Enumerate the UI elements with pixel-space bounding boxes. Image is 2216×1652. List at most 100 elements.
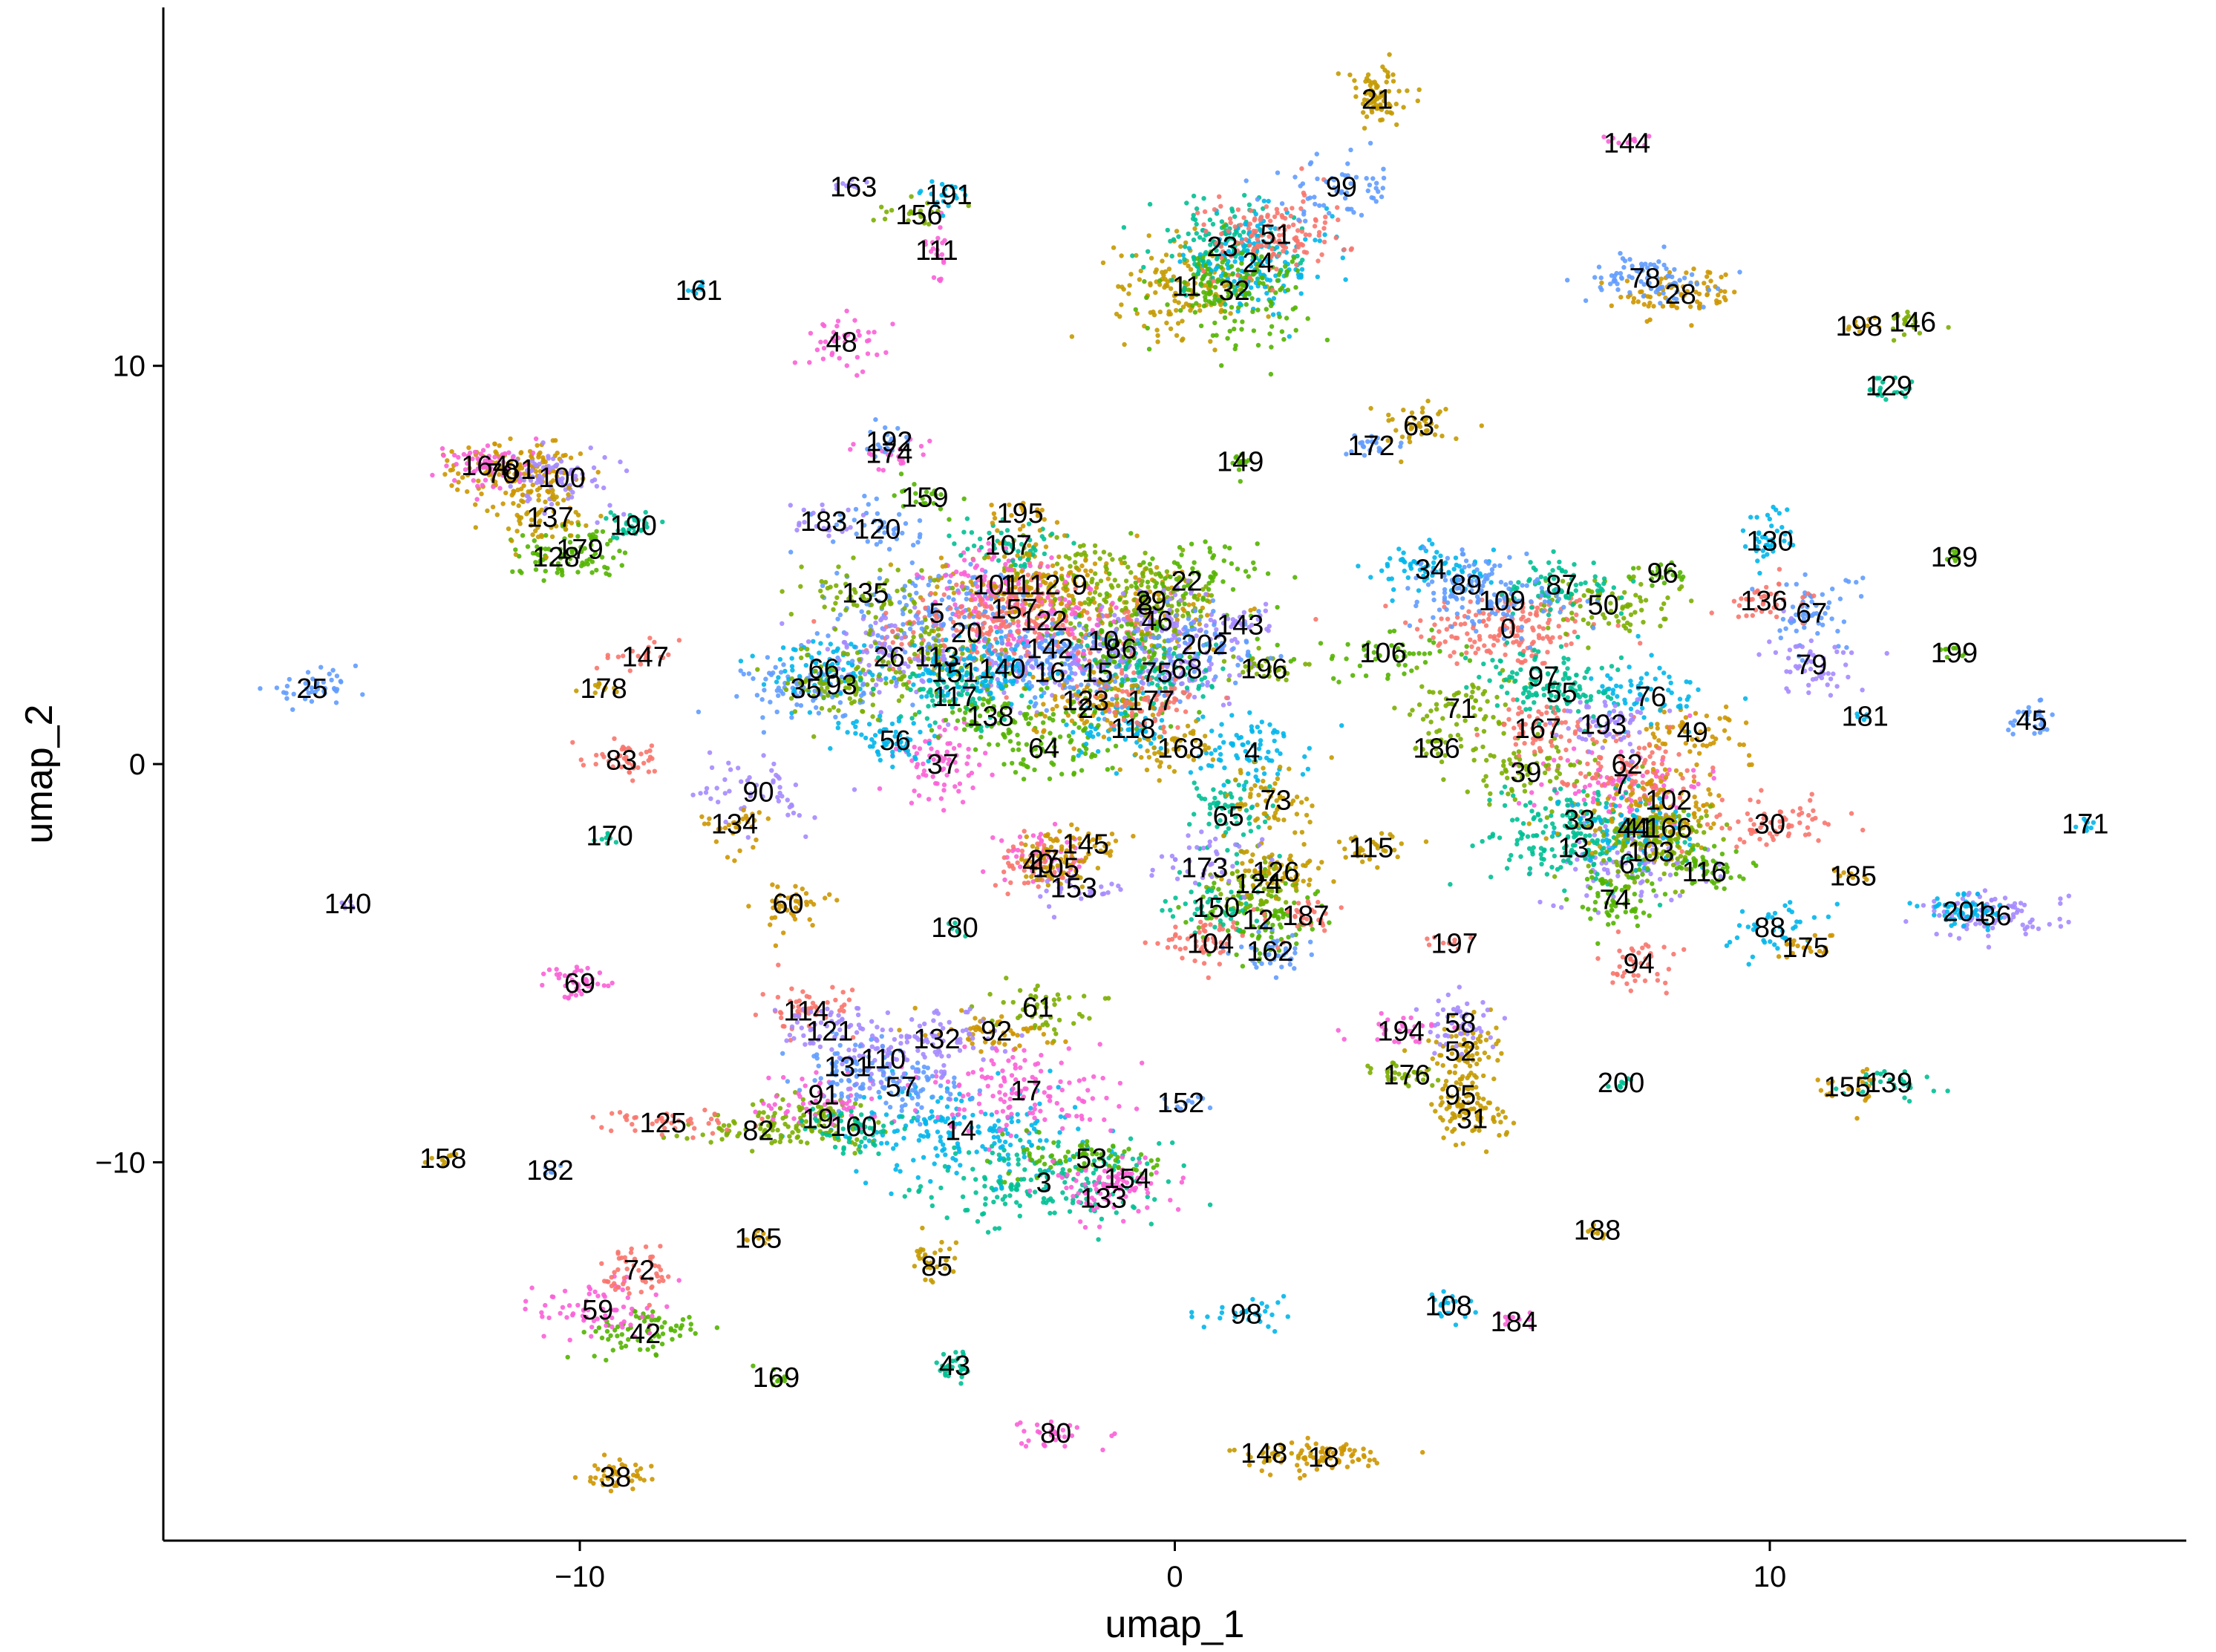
data-point [1212, 748, 1218, 753]
data-point [1737, 742, 1742, 747]
data-point [1353, 94, 1359, 99]
data-point [985, 615, 990, 620]
data-point [1573, 866, 1578, 872]
data-point [1249, 296, 1255, 301]
data-point [1520, 609, 1526, 614]
data-point [921, 761, 926, 767]
data-point [1511, 1120, 1517, 1126]
data-point [1255, 541, 1260, 546]
data-point [919, 678, 924, 683]
data-point [1052, 1210, 1057, 1215]
data-point [754, 693, 760, 698]
data-point [1279, 329, 1285, 334]
data-point [1067, 1209, 1073, 1214]
data-point [1194, 221, 1199, 227]
data-point [1618, 295, 1624, 300]
data-point [1511, 623, 1516, 628]
data-point [1084, 1196, 1089, 1202]
data-point [1464, 685, 1469, 690]
data-point [1140, 578, 1145, 584]
data-point [1352, 78, 1357, 83]
data-point [1164, 569, 1170, 574]
data-point [998, 1097, 1004, 1102]
data-point [1627, 628, 1632, 633]
data-point [1137, 562, 1143, 568]
data-point [1146, 233, 1151, 238]
data-point [921, 1155, 926, 1160]
data-point [290, 707, 295, 712]
data-point [864, 650, 870, 655]
data-point [1497, 1132, 1502, 1138]
data-point [1249, 232, 1255, 238]
data-point [864, 339, 870, 344]
data-point [1598, 817, 1603, 823]
data-point [1708, 278, 1713, 284]
data-point [1545, 650, 1550, 655]
data-point [1042, 1090, 1047, 1095]
data-point [1644, 727, 1649, 732]
data-point [794, 1126, 799, 1132]
data-point [825, 647, 831, 652]
data-point [679, 1323, 684, 1328]
data-point [1008, 1184, 1013, 1190]
data-point [1300, 258, 1305, 263]
data-point [1587, 783, 1592, 788]
data-point [1903, 918, 1909, 924]
data-point [1041, 1200, 1046, 1205]
data-point [945, 1079, 951, 1085]
data-point [601, 1452, 607, 1457]
data-point [1058, 1114, 1064, 1120]
data-point [1542, 770, 1548, 776]
data-point [1275, 278, 1281, 283]
data-point [1000, 1068, 1005, 1074]
data-point [1937, 912, 1942, 918]
data-point [983, 609, 988, 614]
data-point [1491, 1076, 1497, 1082]
data-point [1150, 556, 1155, 561]
data-point [1200, 268, 1206, 274]
data-point [1033, 701, 1039, 706]
data-point [961, 1107, 967, 1112]
data-point [1647, 317, 1653, 322]
data-point [1982, 888, 1988, 893]
data-point [1543, 823, 1549, 829]
data-point [1237, 232, 1243, 238]
data-point [1201, 196, 1206, 201]
data-point [1240, 319, 1245, 324]
data-point [1437, 1053, 1442, 1058]
data-point [953, 725, 958, 731]
data-point [1241, 783, 1247, 789]
data-point [2027, 920, 2033, 925]
data-point [1509, 630, 1514, 635]
data-point [1036, 884, 1041, 889]
data-point [1056, 1140, 1062, 1145]
data-point [1010, 844, 1016, 849]
data-point [1222, 309, 1228, 314]
data-point [1503, 1132, 1509, 1137]
data-point [1087, 590, 1093, 596]
data-point [1268, 371, 1274, 377]
data-point [973, 1177, 978, 1182]
data-point [874, 682, 879, 688]
data-point [1578, 604, 1583, 609]
data-point [1480, 839, 1485, 844]
data-point [1047, 1068, 1053, 1074]
data-point [1547, 779, 1553, 784]
data-point [989, 1112, 995, 1117]
data-point [1537, 635, 1542, 641]
data-point [1742, 840, 1747, 845]
data-point [1092, 590, 1098, 595]
data-point [1131, 1204, 1136, 1209]
data-point [1218, 264, 1224, 270]
data-point [1629, 836, 1635, 841]
data-point [1293, 284, 1298, 290]
data-point [1442, 639, 1448, 644]
data-point [1022, 1148, 1027, 1153]
data-point [863, 1181, 869, 1186]
data-point [1256, 746, 1262, 751]
data-point [911, 620, 917, 625]
data-point [1098, 578, 1104, 584]
data-point [1529, 790, 1534, 795]
data-point [1514, 633, 1520, 639]
data-point [1473, 650, 1478, 656]
